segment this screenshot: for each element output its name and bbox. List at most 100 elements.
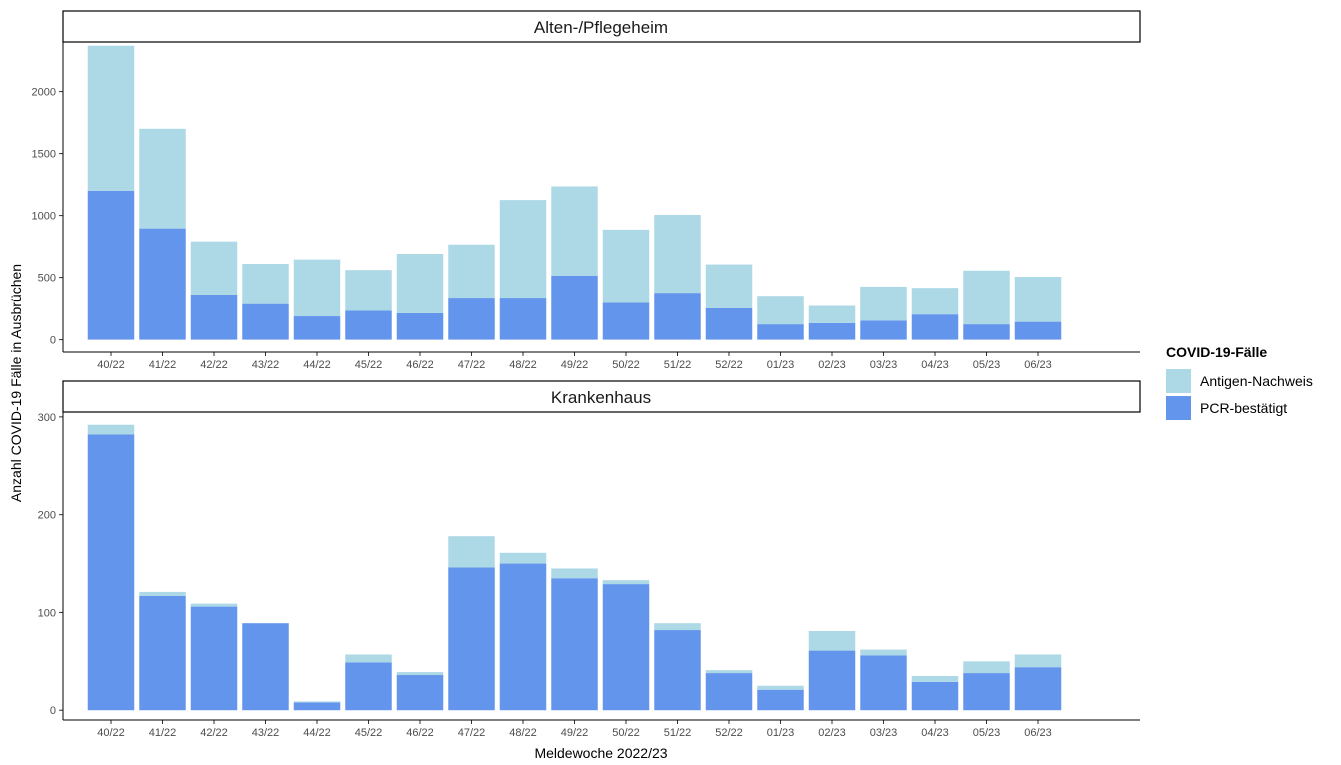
bar-pcr-52-22	[705, 307, 753, 340]
bar-pcr-51-22	[654, 630, 701, 711]
x-tick-label: 02/23	[818, 359, 846, 371]
bar-antigen-03-23	[860, 286, 907, 321]
y-tick-label: 0	[50, 335, 56, 347]
bar-pcr-05-23	[963, 324, 1010, 340]
bar-antigen-47-22	[448, 536, 495, 568]
x-tick-label: 05/23	[973, 359, 1001, 371]
bar-pcr-41-22	[139, 595, 186, 711]
x-tick-label: 48/22	[509, 359, 537, 371]
strip-background	[62, 10, 1141, 43]
x-tick-label: 47/22	[458, 727, 486, 739]
x-tick-label: 06/23	[1024, 359, 1052, 371]
bar-pcr-03-23	[860, 320, 907, 340]
bar-pcr-43-22	[242, 623, 289, 711]
x-tick-label: 42/22	[200, 359, 228, 371]
x-tick-label: 51/22	[664, 359, 692, 371]
bar-pcr-52-22	[705, 673, 753, 711]
bar-pcr-46-22	[396, 312, 444, 340]
x-tick-label: 46/22	[406, 359, 434, 371]
bar-antigen-43-22	[242, 263, 289, 304]
bar-antigen-48-22	[499, 552, 547, 564]
bar-antigen-46-22	[396, 672, 444, 676]
bar-antigen-03-23	[860, 649, 907, 656]
x-tick-label: 45/22	[355, 727, 383, 739]
bar-antigen-41-22	[139, 591, 186, 596]
bar-pcr-50-22	[602, 584, 650, 711]
legend: COVID-19-Fälle Antigen-Nachweis PCR-best…	[1166, 344, 1313, 420]
bar-antigen-51-22	[654, 623, 701, 631]
x-tick-label: 40/22	[97, 727, 125, 739]
bar-antigen-01-23	[757, 685, 804, 690]
bar-antigen-45-22	[345, 654, 392, 663]
bar-pcr-02-23	[808, 322, 856, 340]
bar-pcr-48-22	[499, 298, 547, 340]
bar-antigen-40-22	[87, 424, 135, 435]
bar-pcr-47-22	[448, 567, 495, 711]
y-tick-label: 100	[38, 607, 56, 619]
bar-antigen-52-22	[705, 264, 753, 308]
bar-antigen-51-22	[654, 214, 701, 294]
bar-antigen-50-22	[602, 229, 650, 303]
bar-antigen-41-22	[139, 128, 186, 229]
x-axis-title: Meldewoche 2022/23	[534, 745, 667, 761]
legend-label-pcr: PCR-bestätigt	[1200, 400, 1287, 416]
x-tick-label: 41/22	[149, 359, 177, 371]
bar-antigen-40-22	[87, 45, 135, 191]
x-tick-label: 03/23	[870, 727, 898, 739]
bar-pcr-48-22	[499, 563, 547, 711]
bar-antigen-49-22	[551, 568, 598, 579]
x-tick-label: 44/22	[303, 359, 331, 371]
bar-pcr-05-23	[963, 673, 1010, 711]
bar-group	[87, 424, 1062, 711]
bar-pcr-44-22	[293, 702, 341, 711]
bar-pcr-02-23	[808, 650, 856, 711]
bar-antigen-44-22	[293, 701, 341, 703]
panel-title: Alten-/Pflegeheim	[534, 18, 668, 37]
bar-pcr-04-23	[911, 681, 959, 711]
x-tick-label: 43/22	[252, 359, 280, 371]
panel-krankenhaus: Krankenhaus 0 100 200 300 40/22 41/22 42/22 43…	[38, 380, 1141, 739]
bar-antigen-04-23	[911, 676, 959, 682]
x-tick-label: 48/22	[509, 727, 537, 739]
y-tick-label: 2000	[32, 87, 56, 99]
x-tick-label: 50/22	[612, 359, 640, 371]
bar-antigen-02-23	[808, 631, 856, 651]
bar-pcr-06-23	[1014, 321, 1062, 340]
strip-background	[62, 380, 1141, 413]
x-tick-label: 52/22	[715, 727, 743, 739]
bar-antigen-42-22	[190, 241, 238, 295]
legend-swatch-antigen	[1166, 369, 1191, 393]
x-tick-label: 06/23	[1024, 727, 1052, 739]
x-tick-label: 04/23	[921, 727, 949, 739]
x-tick-label: 03/23	[870, 359, 898, 371]
bar-pcr-40-22	[87, 434, 135, 711]
bar-pcr-47-22	[448, 298, 495, 340]
y-tick-label: 1500	[32, 149, 56, 161]
bar-pcr-46-22	[396, 675, 444, 711]
bar-pcr-42-22	[190, 606, 238, 711]
bar-pcr-44-22	[293, 316, 341, 340]
panel-title: Krankenhaus	[551, 388, 651, 407]
y-tick-label: 200	[38, 510, 56, 522]
x-axis-ticks: 40/22 41/22 42/22 43/22 44/22 45/22 46/22 47/22…	[97, 352, 1052, 371]
legend-swatch-pcr	[1166, 396, 1191, 420]
bar-antigen-42-22	[190, 603, 238, 607]
y-axis-ticks: 0 100 200 300	[38, 412, 63, 717]
bar-pcr-51-22	[654, 293, 701, 340]
bar-antigen-50-22	[602, 580, 650, 585]
bar-antigen-46-22	[396, 254, 444, 313]
x-tick-label: 02/23	[818, 727, 846, 739]
bar-antigen-02-23	[808, 305, 856, 323]
x-tick-label: 01/23	[767, 359, 795, 371]
y-tick-label: 300	[38, 412, 56, 424]
x-tick-label: 40/22	[97, 359, 125, 371]
x-tick-label: 04/23	[921, 359, 949, 371]
x-tick-label: 50/22	[612, 727, 640, 739]
x-tick-label: 42/22	[200, 727, 228, 739]
y-axis-ticks: 0 500 1000 1500 2000	[32, 87, 63, 347]
bar-pcr-45-22	[345, 310, 392, 340]
x-tick-label: 46/22	[406, 727, 434, 739]
bar-antigen-04-23	[911, 288, 959, 315]
x-tick-label: 51/22	[664, 727, 692, 739]
